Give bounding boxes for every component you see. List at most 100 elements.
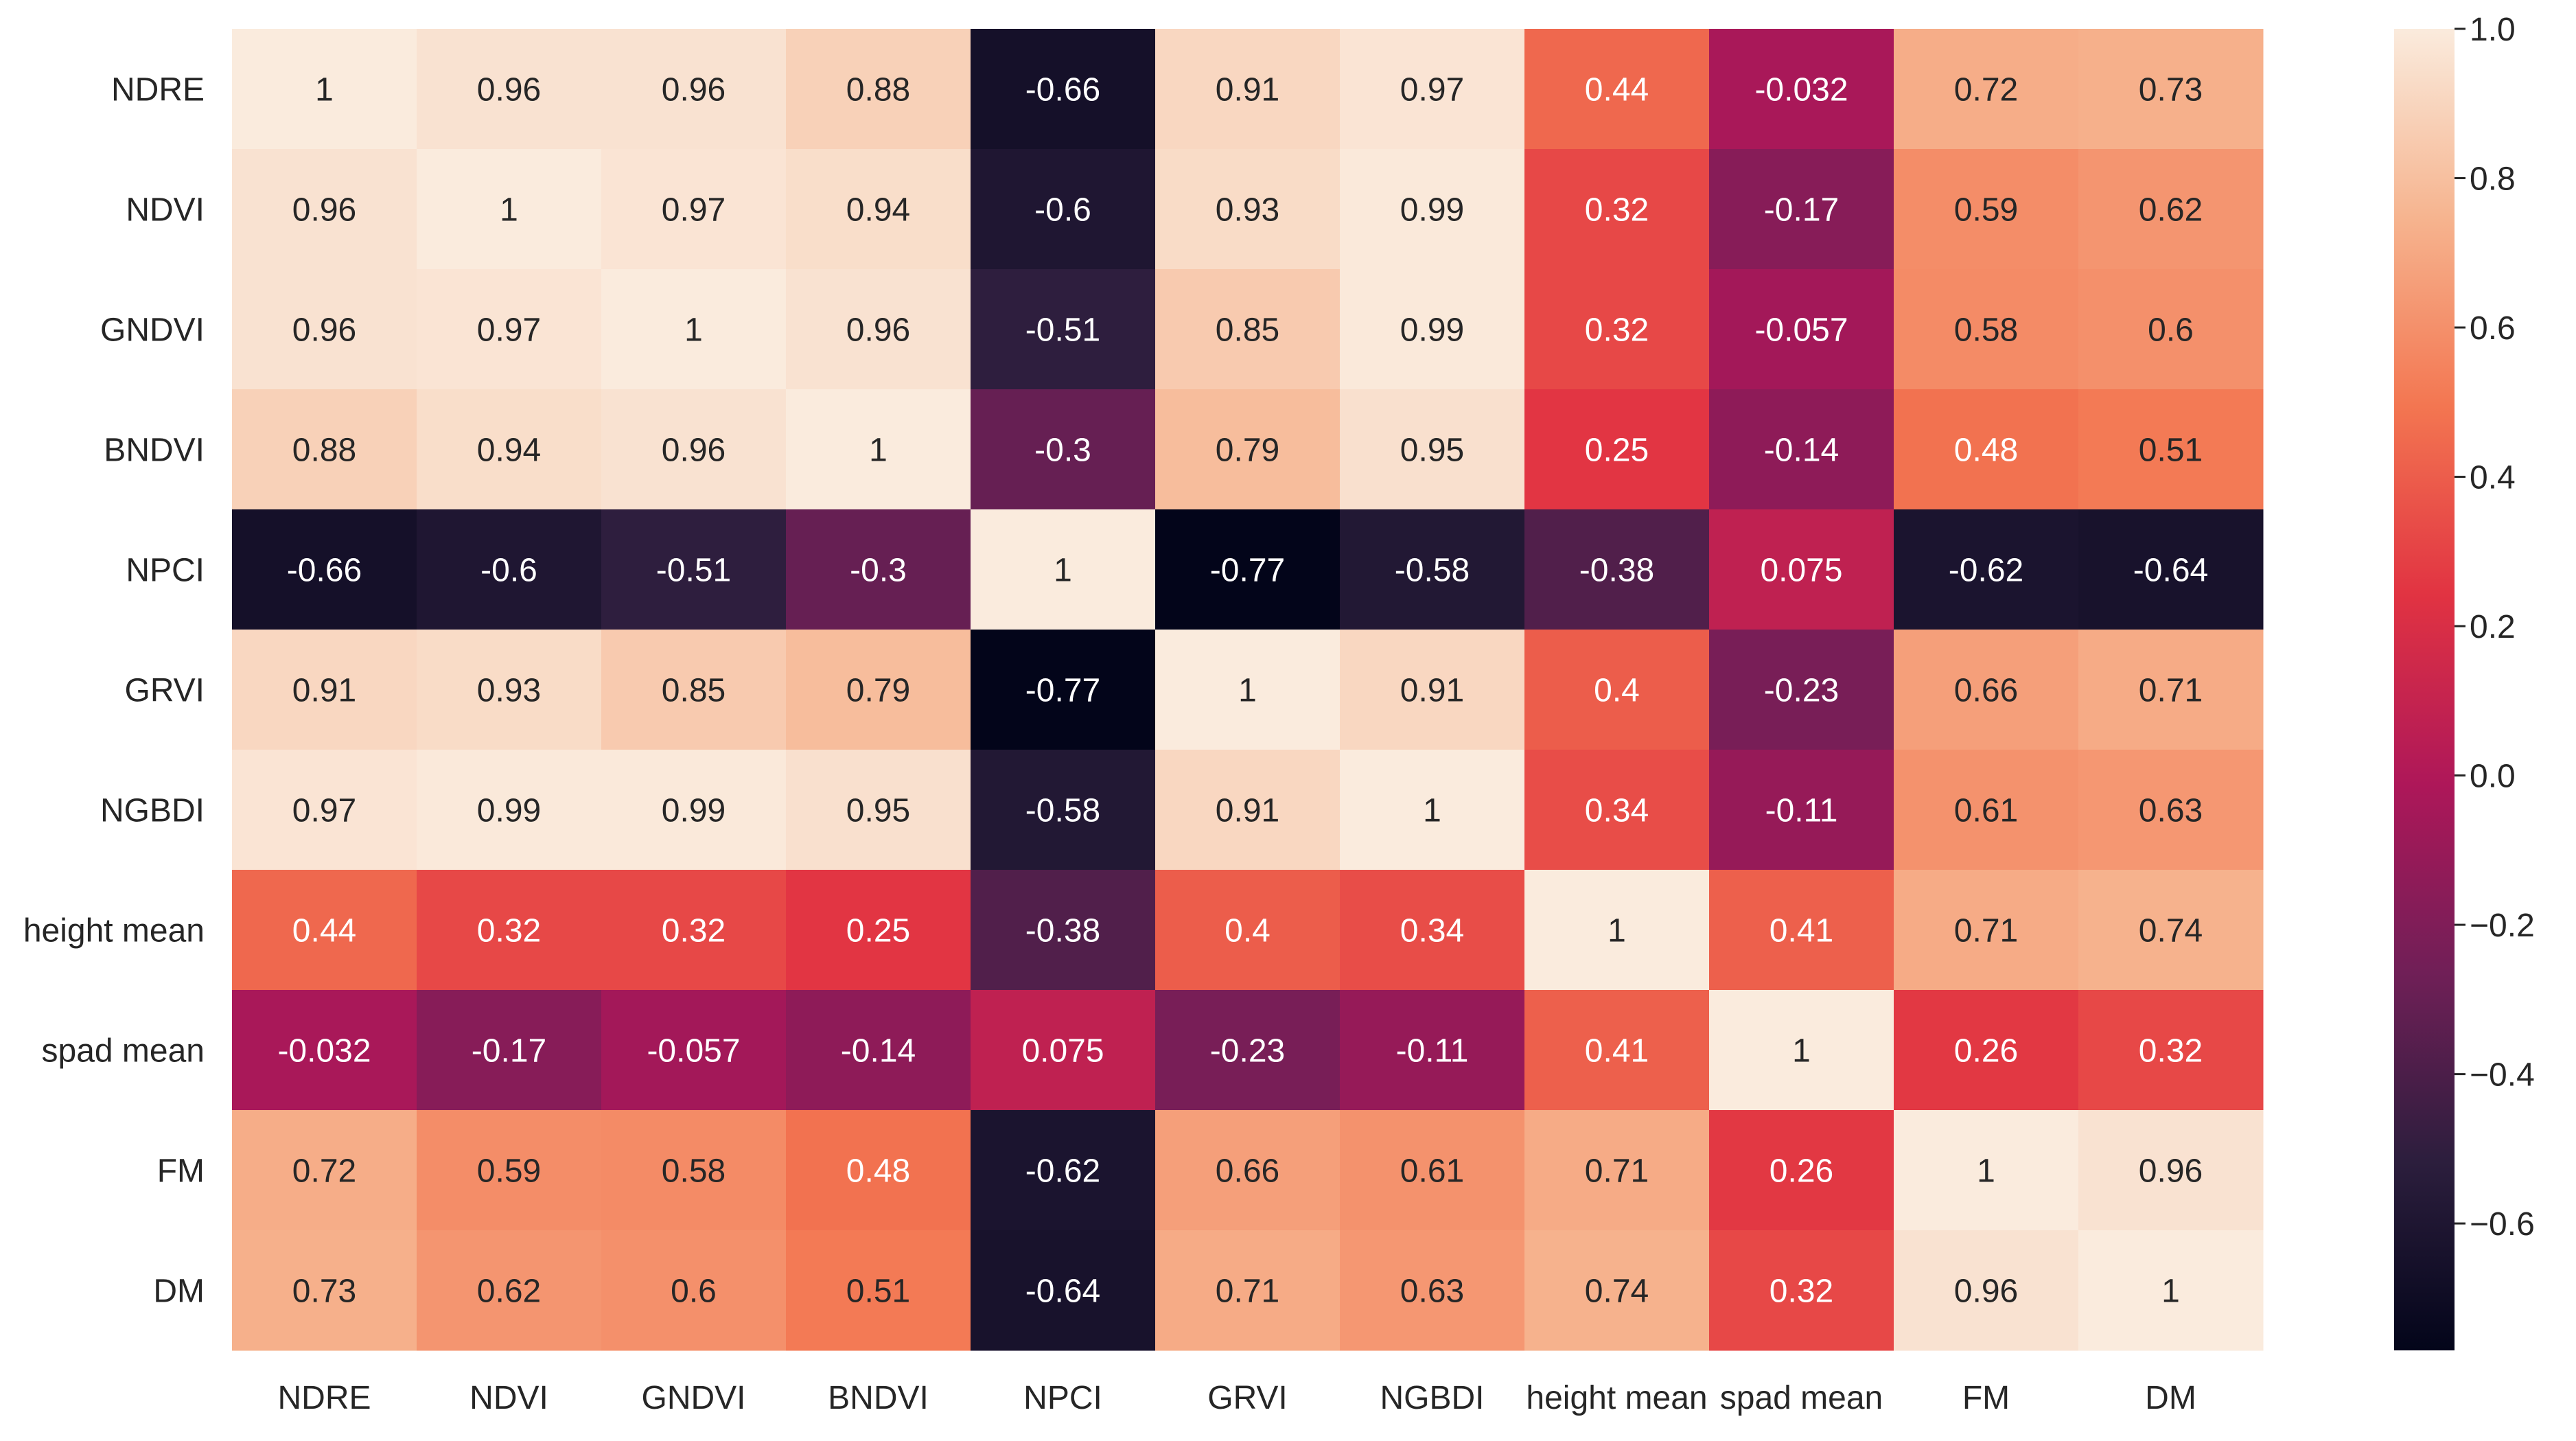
row-label: NDRE [111, 71, 205, 108]
cell-value-label: -0.64 [2133, 552, 2208, 588]
heatmap-cell [786, 389, 971, 510]
cell-value-label: 0.95 [846, 792, 910, 829]
cell-value-label: 0.66 [1216, 1153, 1279, 1189]
heatmap-cell [1894, 750, 2079, 871]
cell-value-label: -0.032 [277, 1033, 371, 1069]
heatmap-cell [2078, 990, 2264, 1111]
cell-value-label: -0.17 [1764, 192, 1839, 228]
cell-value-label: 0.26 [1954, 1033, 2018, 1069]
cell-value-label: 0.96 [662, 71, 726, 108]
heatmap-cell [1524, 149, 1710, 270]
heatmap-cell [786, 269, 971, 390]
cell-value-label: -0.3 [850, 552, 907, 588]
cell-value-label: 1 [1977, 1153, 1995, 1189]
row-label: FM [157, 1153, 205, 1189]
heatmap-cell [232, 990, 417, 1111]
heatmap-cell [601, 269, 787, 390]
heatmap-cell [971, 750, 1156, 871]
heatmap-cell [417, 750, 602, 871]
heatmap-cell [1340, 990, 1525, 1111]
heatmap-cell [1155, 269, 1341, 390]
cell-value-label: 0.62 [477, 1273, 541, 1309]
cell-value-label: 0.96 [2139, 1153, 2203, 1189]
row-label: BNDVI [104, 432, 205, 468]
heatmap-cell [971, 1110, 1156, 1231]
heatmap-cell [1894, 630, 2079, 750]
cell-value-label: -0.032 [1754, 71, 1848, 108]
cell-value-label: -0.38 [1025, 912, 1100, 949]
heatmap-cell [417, 990, 602, 1111]
heatmap-cell [232, 1230, 417, 1351]
heatmap-cell [417, 1110, 602, 1231]
cell-value-label: 0.51 [2139, 432, 2203, 468]
heatmap-cell [1709, 389, 1894, 510]
cell-value-label: 0.32 [477, 912, 541, 949]
cell-value-label: -0.64 [1025, 1273, 1100, 1309]
colorbar-tick-label: −0.4 [2470, 1057, 2535, 1093]
cell-value-label: -0.58 [1025, 792, 1100, 829]
cell-value-label: 0.58 [1954, 312, 2018, 348]
heatmap-cell [971, 509, 1156, 630]
cell-value-label: 0.99 [1400, 312, 1464, 348]
cell-value-label: 0.59 [1954, 192, 2018, 228]
heatmap-cell [232, 630, 417, 750]
cell-value-label: 0.075 [1760, 552, 1842, 588]
cell-value-label: 0.41 [1585, 1033, 1649, 1069]
cell-value-label: -0.62 [1949, 552, 2023, 588]
heatmap-cell [786, 750, 971, 871]
heatmap-cell [1155, 509, 1341, 630]
heatmap-cell [786, 509, 971, 630]
cell-value-label: 0.58 [662, 1153, 726, 1189]
cell-value-label: 0.44 [292, 912, 356, 949]
cell-value-label: 0.85 [1216, 312, 1279, 348]
cell-value-label: 0.32 [1585, 192, 1649, 228]
row-label: NDVI [126, 192, 205, 228]
heatmap-cells: 1 0.96 0.96 0.88 -0.66 0.91 0.97 0.44 -0.032 0.72… [232, 29, 2264, 1351]
column-labels: NDRE NDVI GNDVI BNDVI NPCI GRVI NGBDI height me… [277, 1380, 2196, 1416]
heatmap-cell [1340, 1230, 1525, 1351]
cell-value-label: -0.51 [656, 552, 731, 588]
colorbar: 1.0 0.8 0.6 0.4 0.2 0.0 −0.2 −0.4 −0.6 [2394, 12, 2535, 1350]
colorbar-tick-label: 0.0 [2470, 758, 2516, 794]
cell-value-label: 0.96 [662, 432, 726, 468]
cell-value-label: 0.66 [1954, 672, 2018, 708]
colorbar-tick-label: 0.4 [2470, 459, 2516, 496]
heatmap-cell [1709, 870, 1894, 991]
heatmap-cell [1155, 630, 1341, 750]
cell-value-label: -0.6 [1034, 192, 1091, 228]
cell-value-label: -0.14 [1764, 432, 1839, 468]
cell-value-label: 0.94 [477, 432, 541, 468]
cell-value-label: 0.96 [477, 71, 541, 108]
heatmap-cell [1894, 29, 2079, 150]
row-label: NGBDI [100, 792, 205, 829]
heatmap-cell [601, 509, 787, 630]
column-label: NPCI [1023, 1380, 1102, 1416]
column-label: NGBDI [1380, 1380, 1484, 1416]
heatmap-cell [1155, 870, 1341, 991]
cell-value-label: -0.057 [1754, 312, 1848, 348]
heatmap-cell [601, 149, 787, 270]
heatmap-cell [1524, 990, 1710, 1111]
cell-value-label: -0.3 [1034, 432, 1091, 468]
cell-value-label: 0.51 [846, 1273, 910, 1309]
cell-value-label: 0.72 [1954, 71, 2018, 108]
heatmap-cell [1894, 269, 2079, 390]
cell-value-label: 0.99 [662, 792, 726, 829]
cell-value-label: 0.96 [292, 192, 356, 228]
heatmap-cell [2078, 1230, 2264, 1351]
cell-value-label: 0.32 [2139, 1033, 2203, 1069]
heatmap-cell [971, 29, 1156, 150]
cell-value-label: 0.79 [1216, 432, 1279, 468]
heatmap-cell [1524, 269, 1710, 390]
heatmap-cell [1155, 750, 1341, 871]
cell-value-label: -0.6 [480, 552, 537, 588]
heatmap-cell [1709, 990, 1894, 1111]
heatmap-cell [1894, 1230, 2079, 1351]
cell-value-label: -0.77 [1210, 552, 1285, 588]
cell-value-label: -0.62 [1025, 1153, 1100, 1189]
cell-value-label: 0.93 [477, 672, 541, 708]
heatmap-cell [1340, 389, 1525, 510]
heatmap-cell [1894, 509, 2079, 630]
heatmap-cell [2078, 29, 2264, 150]
heatmap-cell [1155, 1230, 1341, 1351]
